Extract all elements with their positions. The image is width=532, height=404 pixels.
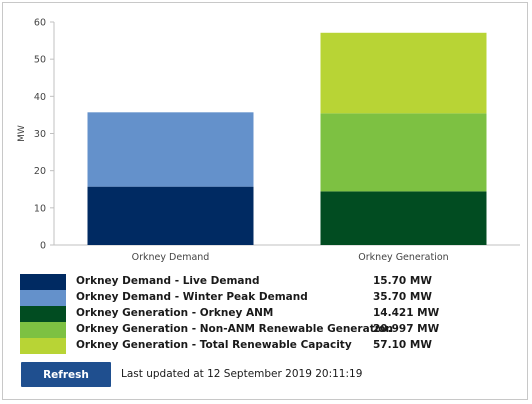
- legend-swatch-total-renewable-capacity: [20, 338, 66, 354]
- legend: Orkney Demand - Live Demand 15.70 MW Ork…: [20, 274, 520, 354]
- legend-value-total-renewable-capacity: 57.10 MW: [373, 339, 432, 351]
- legend-swatch-winter-peak-demand: [20, 290, 66, 306]
- x-tick-label: Orkney Demand: [132, 252, 210, 263]
- y-tick-label: 30: [34, 129, 46, 140]
- legend-swatch-live-demand: [20, 274, 66, 290]
- legend-row-non-anm-generation: Orkney Generation - Non-ANM Renewable Ge…: [20, 322, 520, 338]
- legend-row-winter-peak-demand: Orkney Demand - Winter Peak Demand 35.70…: [20, 290, 520, 306]
- stacked-bar-chart: 0 10 20 30 40 50 60 MW Orkney Demand Orkney Gener…: [17, 18, 520, 263]
- bar-segment: [87, 112, 254, 187]
- bar-segment: [87, 186, 254, 245]
- legend-label-live-demand: Orkney Demand - Live Demand: [76, 275, 260, 287]
- legend-value-non-anm-generation: 20.997 MW: [373, 323, 440, 335]
- legend-value-winter-peak-demand: 35.70 MW: [373, 291, 432, 303]
- y-tick-label: 20: [34, 166, 46, 177]
- legend-label-orkney-anm: Orkney Generation - Orkney ANM: [76, 307, 274, 319]
- legend-row-orkney-anm: Orkney Generation - Orkney ANM 14.421 MW: [20, 306, 520, 322]
- bar-segment: [320, 191, 487, 245]
- y-axis-label: MW: [17, 125, 27, 142]
- y-tick-label: 0: [40, 241, 46, 252]
- legend-row-live-demand: Orkney Demand - Live Demand 15.70 MW: [20, 274, 520, 290]
- last-updated-text: Last updated at 12 September 2019 20:11:…: [121, 368, 363, 380]
- legend-swatch-non-anm-generation: [20, 322, 66, 338]
- y-tick-label: 50: [34, 55, 46, 66]
- bar-segment: [320, 113, 487, 192]
- legend-value-live-demand: 15.70 MW: [373, 275, 432, 287]
- legend-row-total-renewable-capacity: Orkney Generation - Total Renewable Capa…: [20, 338, 520, 354]
- y-tick-label: 40: [34, 92, 46, 103]
- refresh-button[interactable]: Refresh: [21, 362, 111, 387]
- bar-segment: [320, 32, 487, 114]
- legend-label-total-renewable-capacity: Orkney Generation - Total Renewable Capa…: [76, 339, 352, 351]
- y-tick-label: 60: [34, 18, 46, 29]
- legend-value-orkney-anm: 14.421 MW: [373, 307, 440, 319]
- legend-label-non-anm-generation: Orkney Generation - Non-ANM Renewable Ge…: [76, 323, 393, 335]
- x-tick-label: Orkney Generation: [358, 252, 448, 263]
- legend-swatch-orkney-anm: [20, 306, 66, 322]
- legend-label-winter-peak-demand: Orkney Demand - Winter Peak Demand: [76, 291, 308, 303]
- chart-panel: 0 10 20 30 40 50 60 MW Orkney Demand Orkney Gener…: [2, 2, 528, 400]
- y-tick-label: 10: [34, 203, 46, 214]
